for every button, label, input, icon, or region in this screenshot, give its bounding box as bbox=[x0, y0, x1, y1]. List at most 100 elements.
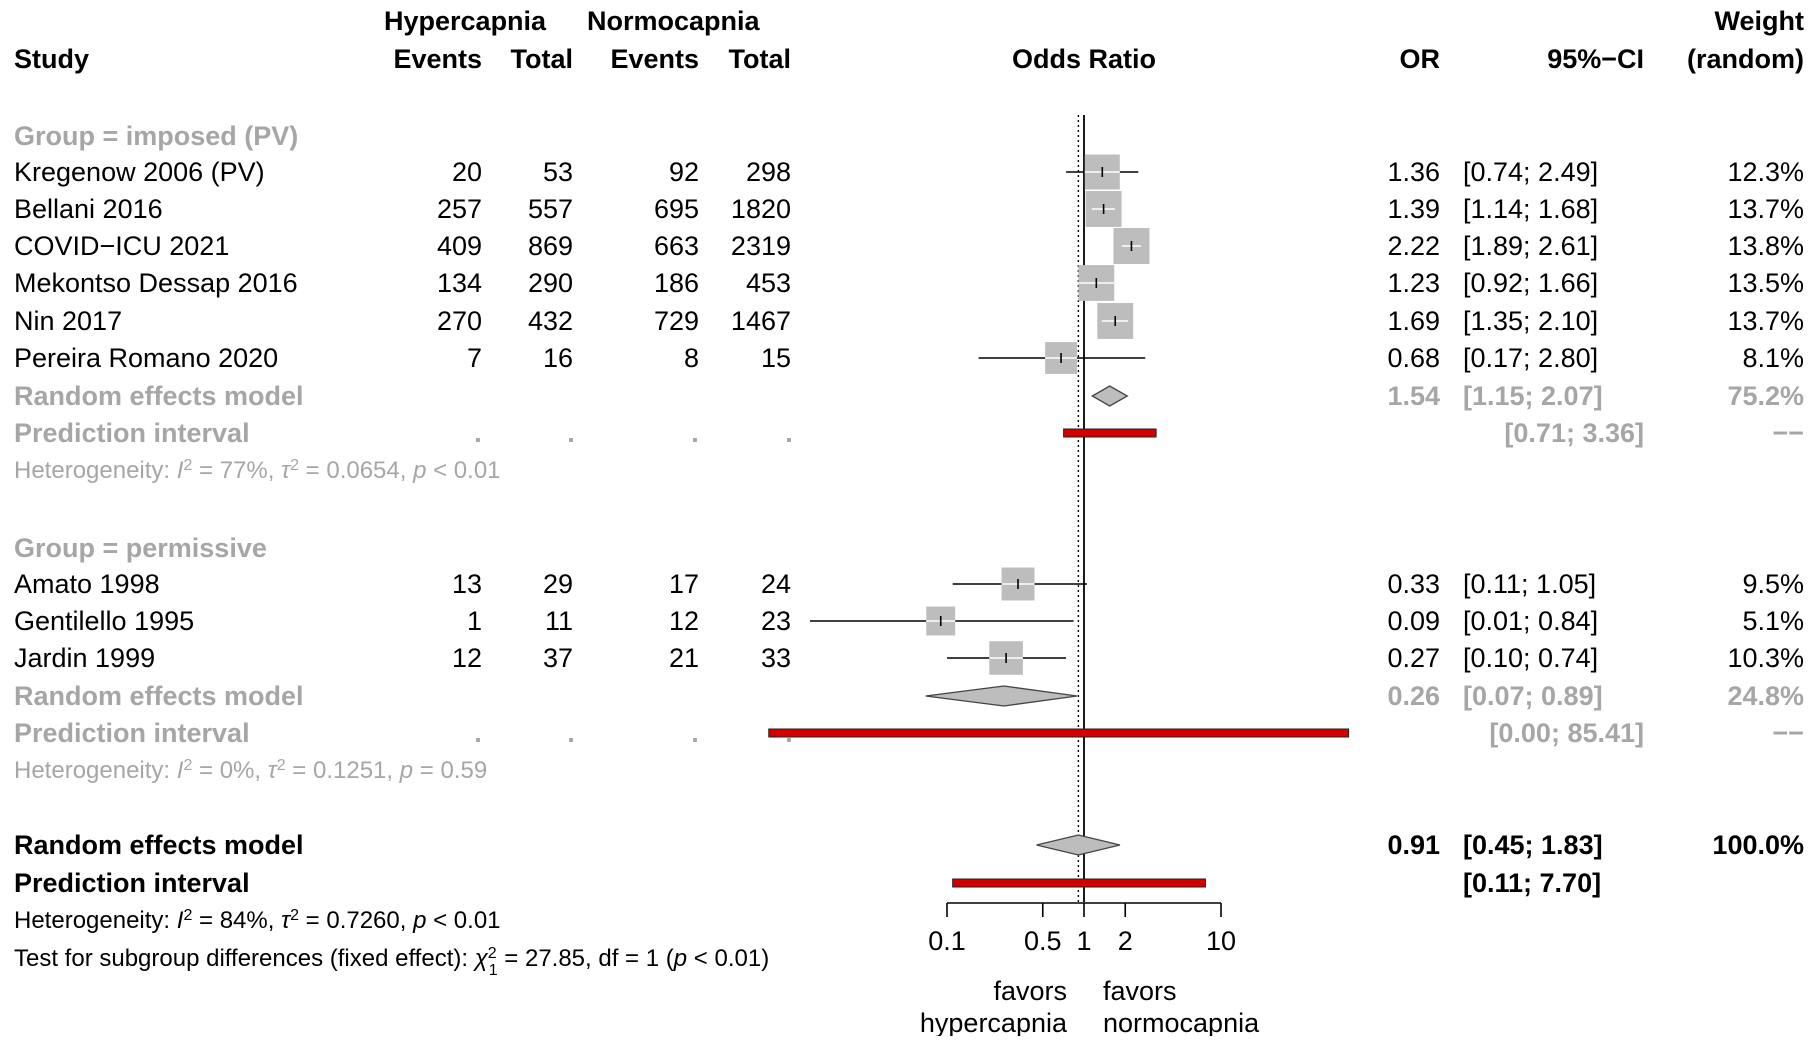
group-prediction-ci: [0.71; 3.36] bbox=[1504, 418, 1644, 448]
events-normocapnia: 17 bbox=[669, 569, 699, 599]
overall-prediction-label: Prediction interval bbox=[14, 868, 250, 898]
events-hypercapnia: 1 bbox=[467, 606, 482, 636]
header-hypercapnia: Hypercapnia bbox=[384, 6, 547, 36]
ci-value: [0.11; 1.05] bbox=[1463, 569, 1596, 599]
total-hypercapnia: 869 bbox=[528, 231, 573, 261]
total-hypercapnia: 290 bbox=[528, 268, 573, 298]
ci-value: [0.10; 0.74] bbox=[1463, 643, 1598, 673]
placeholder-dot: . bbox=[691, 718, 699, 748]
study-name: Bellani 2016 bbox=[14, 194, 163, 224]
ci-value: [1.35; 2.10] bbox=[1463, 306, 1598, 336]
weight-value: 10.3% bbox=[1727, 643, 1804, 673]
group-random-effects-weight: 75.2% bbox=[1727, 381, 1804, 411]
favors-normocapnia-label: favors bbox=[1103, 976, 1177, 1006]
overall-summary-diamond bbox=[1036, 834, 1121, 856]
events-hypercapnia: 12 bbox=[452, 643, 482, 673]
events-normocapnia: 92 bbox=[669, 157, 699, 187]
table-headers: Hypercapnia Normocapnia Weight Study Eve… bbox=[14, 6, 1804, 74]
header-events-1: Events bbox=[393, 44, 482, 74]
x-tick-label: 1 bbox=[1076, 926, 1091, 956]
group-prediction-label: Prediction interval bbox=[14, 418, 250, 448]
table-rows: Group = imposed (PV) Kregenow 2006 (PV) 2 0… bbox=[14, 121, 1804, 979]
events-hypercapnia: 134 bbox=[437, 268, 482, 298]
weight-value: 13.8% bbox=[1727, 231, 1804, 261]
group-heterogeneity: Heterogeneity: I2 = 0%, τ2 = 0.1251, p =… bbox=[14, 757, 487, 785]
odds-ratio-value: 1.23 bbox=[1387, 268, 1440, 298]
header-total-2: Total bbox=[729, 44, 792, 74]
group-heterogeneity: Heterogeneity: I2 = 77%, τ2 = 0.0654, p … bbox=[14, 457, 501, 485]
favors-hypercapnia-label: favors bbox=[993, 976, 1067, 1006]
placeholder-dot: . bbox=[567, 718, 575, 748]
favors-hypercapnia-label: hypercapnia bbox=[920, 1008, 1068, 1036]
group-prediction-bar bbox=[1063, 428, 1157, 438]
x-tick-label: 10 bbox=[1206, 926, 1236, 956]
plot-marks bbox=[768, 115, 1350, 902]
x-tick-label: 0.1 bbox=[928, 926, 966, 956]
odds-ratio-value: 0.27 bbox=[1387, 643, 1440, 673]
header-or: OR bbox=[1400, 44, 1441, 74]
weight-value: 8.1% bbox=[1742, 343, 1804, 373]
weight-value: 13.7% bbox=[1727, 194, 1804, 224]
ci-value: [0.17; 2.80] bbox=[1463, 343, 1598, 373]
overall-prediction-ci: [0.11; 7.70] bbox=[1463, 868, 1601, 898]
study-name: Nin 2017 bbox=[14, 306, 122, 336]
group-prediction-weight: −− bbox=[1772, 718, 1804, 748]
ci-value: [0.01; 0.84] bbox=[1463, 606, 1598, 636]
events-hypercapnia: 7 bbox=[467, 343, 482, 373]
study-name: Pereira Romano 2020 bbox=[14, 343, 278, 373]
header-total-1: Total bbox=[511, 44, 574, 74]
study-name: Kregenow 2006 (PV) bbox=[14, 157, 265, 187]
study-name: Gentilello 1995 bbox=[14, 606, 194, 636]
group-random-effects-ci: [1.15; 2.07] bbox=[1463, 381, 1603, 411]
total-normocapnia: 15 bbox=[761, 343, 791, 373]
total-normocapnia: 298 bbox=[746, 157, 791, 187]
weight-value: 13.7% bbox=[1727, 306, 1804, 336]
favors-normocapnia-label: normocapnia bbox=[1103, 1008, 1260, 1036]
group-prediction-ci: [0.00; 85.41] bbox=[1489, 718, 1644, 748]
odds-ratio-value: 2.22 bbox=[1387, 231, 1440, 261]
subgroup-test: Test for subgroup differences (fixed eff… bbox=[14, 945, 769, 979]
ci-value: [0.74; 2.49] bbox=[1463, 157, 1598, 187]
group-prediction-label: Prediction interval bbox=[14, 718, 250, 748]
events-normocapnia: 729 bbox=[654, 306, 699, 336]
events-normocapnia: 21 bbox=[669, 643, 699, 673]
events-normocapnia: 8 bbox=[684, 343, 699, 373]
header-ci: 95%−CI bbox=[1547, 44, 1644, 74]
odds-ratio-value: 0.33 bbox=[1387, 569, 1440, 599]
total-normocapnia: 1467 bbox=[731, 306, 791, 336]
header-study: Study bbox=[14, 44, 89, 74]
odds-ratio-value: 0.68 bbox=[1387, 343, 1440, 373]
x-tick-label: 2 bbox=[1118, 926, 1133, 956]
group-random-effects-ci: [0.07; 0.89] bbox=[1463, 681, 1603, 711]
group-label: Group = permissive bbox=[14, 533, 267, 563]
odds-ratio-value: 1.36 bbox=[1387, 157, 1440, 187]
total-hypercapnia: 432 bbox=[528, 306, 573, 336]
header-random: (random) bbox=[1687, 44, 1804, 74]
events-normocapnia: 695 bbox=[654, 194, 699, 224]
total-normocapnia: 453 bbox=[746, 268, 791, 298]
events-normocapnia: 12 bbox=[669, 606, 699, 636]
group-random-effects-or: 1.54 bbox=[1387, 381, 1440, 411]
odds-ratio-value: 1.69 bbox=[1387, 306, 1440, 336]
group-random-effects-or: 0.26 bbox=[1387, 681, 1440, 711]
group-summary-diamond bbox=[925, 685, 1078, 707]
total-hypercapnia: 557 bbox=[528, 194, 573, 224]
group-label: Group = imposed (PV) bbox=[14, 121, 298, 151]
total-hypercapnia: 16 bbox=[543, 343, 573, 373]
weight-value: 13.5% bbox=[1727, 268, 1804, 298]
weight-value: 5.1% bbox=[1742, 606, 1804, 636]
placeholder-dot: . bbox=[474, 718, 482, 748]
overall-prediction-bar bbox=[952, 878, 1206, 888]
group-summary-diamond bbox=[1091, 385, 1129, 407]
events-hypercapnia: 270 bbox=[437, 306, 482, 336]
overall-heterogeneity: Heterogeneity: I2 = 84%, τ2 = 0.7260, p … bbox=[14, 907, 501, 935]
placeholder-dot: . bbox=[567, 418, 575, 448]
placeholder-dot: . bbox=[785, 418, 793, 448]
overall-random-effects-label: Random effects model bbox=[14, 830, 304, 860]
placeholder-dot: . bbox=[474, 418, 482, 448]
total-hypercapnia: 29 bbox=[543, 569, 573, 599]
total-normocapnia: 1820 bbox=[731, 194, 791, 224]
total-normocapnia: 33 bbox=[761, 643, 791, 673]
header-weight: Weight bbox=[1715, 6, 1805, 36]
